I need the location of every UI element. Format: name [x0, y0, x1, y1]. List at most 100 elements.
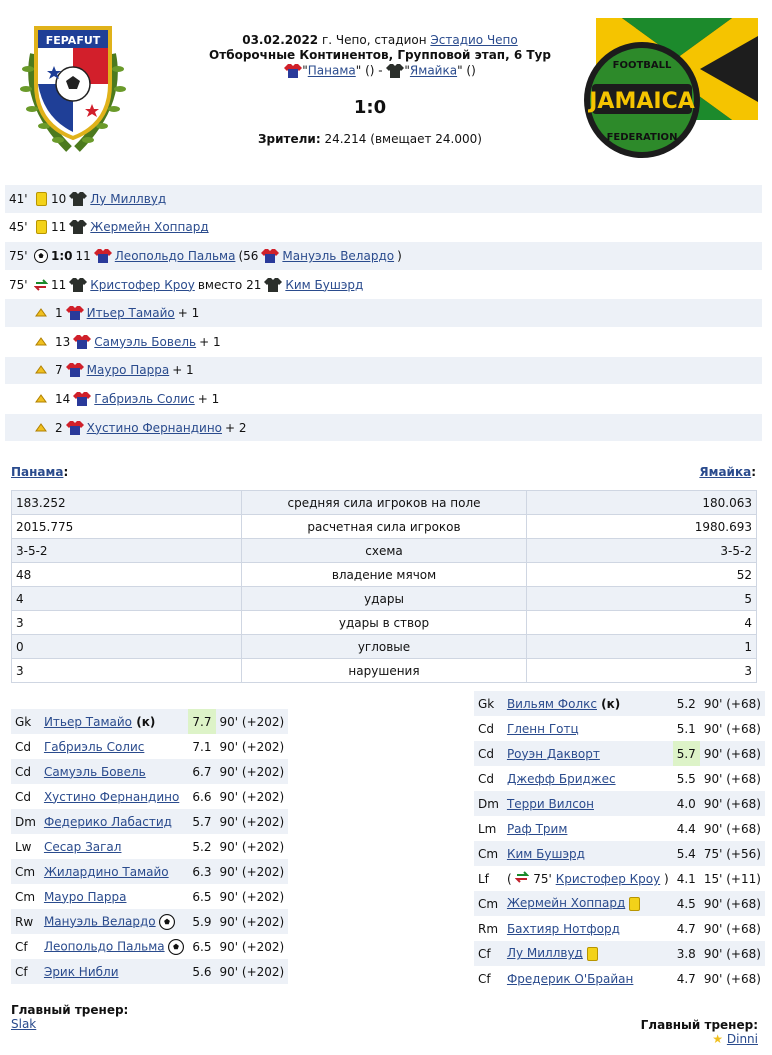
away-team-header-link[interactable]: Ямайка	[699, 465, 752, 479]
player-link[interactable]: Габриэль Солис	[43, 739, 145, 754]
player-link[interactable]: Лу Миллвуд	[90, 191, 167, 206]
player-link[interactable]: Самуэль Бовель	[43, 764, 146, 779]
player-rating: 3.8	[672, 941, 700, 966]
player-minutes: 90' (+202)	[215, 934, 289, 959]
player-position: Gk	[474, 691, 503, 716]
player-link[interactable]: Хустино Фернандино	[43, 789, 180, 804]
player-link[interactable]: Бахтияр Нотфорд	[506, 921, 620, 936]
stadium-link[interactable]: Эстадио Чепо	[430, 33, 518, 47]
player-position: Cf	[11, 959, 40, 984]
stats-row: 2015.775 расчетная сила игроков 1980.693	[11, 514, 757, 539]
lineup-row: Lw Сесар Загал 5.2 90' (+202)	[11, 834, 289, 859]
player-link[interactable]: Жермейн Хоппард	[90, 220, 209, 235]
player-link[interactable]: Мануэль Велардо	[43, 914, 156, 928]
jamaica-shirt-icon	[264, 277, 283, 292]
player-link[interactable]: Джефф Бриджес	[506, 771, 616, 786]
player-rating: 7.7	[188, 709, 216, 734]
player-link[interactable]: Ким Бушэрд	[506, 846, 585, 861]
home-lineup-table: Gk Итьер Тамайо (к) 7.7 90' (+202) Cd Габриэл…	[11, 709, 289, 984]
player-cell: Лу Миллвуд	[502, 941, 673, 966]
player-link[interactable]: Итьер Тамайо	[43, 714, 133, 729]
player-link[interactable]: Итьер Тамайо	[86, 306, 175, 321]
player-link[interactable]: Гленн Готц	[506, 721, 579, 736]
player-link[interactable]: Жермейн Хоппард	[506, 896, 626, 911]
teams-line: "Панама" () - "Ямайка" ()	[180, 63, 580, 79]
player-link[interactable]: Терри Вилсон	[506, 796, 594, 811]
stats-row: 3 удары в створ 4	[11, 610, 757, 635]
lineup-row: Cm Ким Бушэрд 5.4 75' (+56)	[474, 841, 765, 866]
player-link[interactable]: Кристофер Кроу	[555, 872, 661, 886]
player-position: Cf	[474, 966, 503, 991]
stats-row: 4 удары 5	[11, 586, 757, 611]
stats-row: 183.252 средняя сила игроков на поле 180.0…	[11, 490, 757, 515]
substitution-icon	[515, 871, 530, 883]
player-link[interactable]: Кристофер Кроу	[90, 277, 195, 292]
stats-row: 3 нарушения 3	[11, 658, 757, 683]
player-link[interactable]: Вильям Фолкс	[506, 696, 597, 711]
player-link[interactable]: Ким Бушэрд	[285, 277, 364, 292]
away-coach-link[interactable]: Dinni	[726, 1032, 758, 1046]
panama-shirt-icon	[65, 363, 84, 378]
player-position: Gk	[11, 709, 40, 734]
player-link[interactable]: Самуэль Бовель	[94, 334, 197, 349]
player-link[interactable]: Жилардино Тамайо	[43, 864, 169, 879]
lineup-row: Cd Габриэль Солис 7.1 90' (+202)	[11, 734, 289, 759]
jamaica-federation-logo: JAMAICA FOOTBALL FEDERATION	[584, 18, 758, 158]
yellow-card-icon	[35, 220, 47, 235]
player-cell: Мануэль Велардо	[39, 909, 189, 934]
panama-federation-logo: FEPAFUT	[20, 26, 126, 152]
player-link[interactable]: Эрик Нибли	[43, 964, 119, 979]
player-link[interactable]: Федерико Лабастид	[43, 814, 172, 829]
spectators: Зрители: 24.214 (вмещает 24.000)	[258, 132, 482, 146]
home-coach-link[interactable]: Slak	[11, 1017, 37, 1031]
player-link[interactable]: Мауро Парра	[86, 363, 170, 378]
player-rating: 6.5	[188, 884, 216, 909]
player-link[interactable]: Лу Миллвуд	[506, 946, 583, 961]
player-minutes: 90' (+202)	[215, 759, 289, 784]
player-rating: 6.7	[188, 759, 216, 784]
player-link[interactable]: Сесар Загал	[43, 839, 122, 854]
player-rating: 6.5	[188, 934, 216, 959]
event-minute: 41'	[9, 191, 28, 206]
yellow-card-icon	[35, 191, 47, 206]
player-link[interactable]: Фредерик О'Брайан	[506, 971, 634, 986]
player-link[interactable]: Хустино Фернандино	[86, 420, 223, 435]
player-link[interactable]: Леопольдо Пальма	[43, 939, 165, 953]
player-minutes: 90' (+202)	[215, 784, 289, 809]
arrow-up-icon	[35, 394, 47, 403]
panama-shirt-icon	[284, 64, 303, 78]
ball-icon	[168, 938, 185, 955]
arrow-up-icon	[35, 308, 47, 317]
home-team-header-link[interactable]: Панама	[11, 465, 64, 479]
player-link[interactable]: Раф Трим	[506, 821, 568, 836]
event-minute: 75'	[9, 248, 28, 263]
competition-title: Отборочные Континентов, Групповой этап, …	[209, 48, 551, 62]
match-place: г. Чепо, стадион	[318, 33, 431, 47]
lineup-row: Lf( 75' Кристофер Кроу ) 4.1 15' (+11)	[474, 866, 765, 891]
lineup-row: Cd Джефф Бриджес 5.5 90' (+68)	[474, 766, 765, 791]
event-row: 41' 10 Лу Миллвуд	[5, 185, 762, 214]
lineup-row: Cm Жермейн Хоппард 4.5 90' (+68)	[474, 891, 765, 916]
away-team-link[interactable]: Ямайка	[409, 63, 458, 78]
assist-player-link[interactable]: Мануэль Велардо	[282, 248, 395, 263]
player-rating: 5.5	[672, 766, 700, 791]
player-minutes: 90' (+68)	[699, 791, 765, 816]
player-link[interactable]: Мауро Парра	[43, 889, 127, 904]
player-link[interactable]: Габриэль Солис	[94, 391, 195, 406]
lineup-row: Rw Мануэль Велардо 5.9 90' (+202)	[11, 909, 289, 934]
yellow-card-icon	[629, 896, 641, 911]
player-position: Cm	[11, 884, 40, 909]
player-cell: Фредерик О'Брайан	[502, 966, 673, 991]
player-link[interactable]: Леопольдо Пальма	[114, 248, 236, 263]
player-link[interactable]: Роуэн Дакворт	[506, 746, 600, 761]
away-lineup-table: Gk Вильям Фолкс (к) 5.2 90' (+68) Cd Гленн Го…	[474, 691, 765, 991]
player-cell: Вильям Фолкс (к)	[502, 691, 673, 716]
player-position: Rm	[474, 916, 503, 941]
player-rating: 4.4	[672, 816, 700, 841]
match-events: 41' 10 Лу Миллвуд 45' 11 Жермейн Хоппард…	[5, 185, 762, 443]
player-position: Cd	[474, 741, 503, 766]
ball-icon	[159, 913, 176, 930]
player-minutes: 90' (+202)	[215, 859, 289, 884]
player-minutes: 90' (+68)	[699, 891, 765, 916]
home-team-link[interactable]: Панама	[307, 63, 356, 78]
